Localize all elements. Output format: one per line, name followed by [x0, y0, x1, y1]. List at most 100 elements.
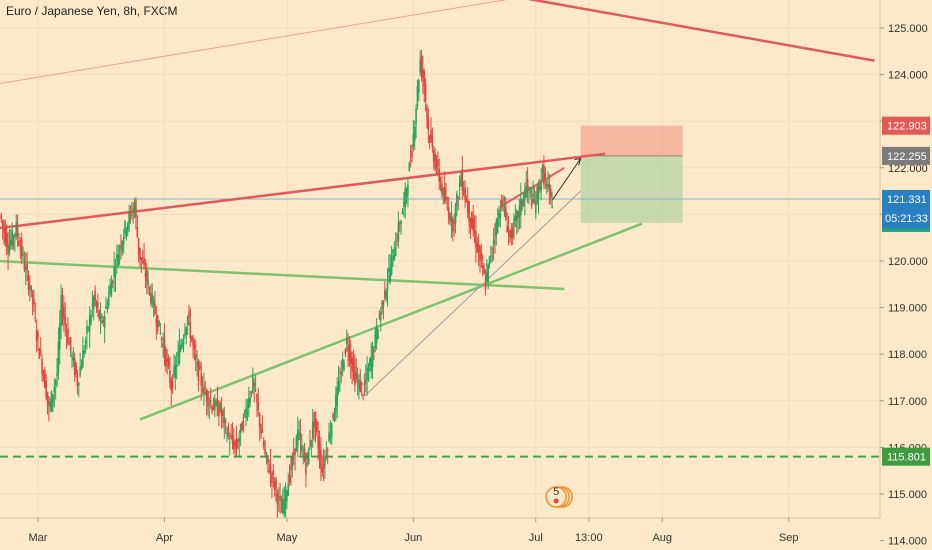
chart-title: Euro / Japanese Yen, 8h, FXCM: [6, 4, 178, 18]
candle-body: [528, 188, 530, 190]
candle-body: [525, 185, 528, 198]
candle-body: [269, 464, 272, 473]
candle-body: [306, 453, 309, 460]
candle-body: [78, 382, 80, 385]
candle-body: [286, 492, 288, 501]
candle-body: [294, 448, 296, 456]
candle-body: [208, 403, 211, 405]
candle-body: [14, 233, 16, 238]
candle-body: [350, 351, 352, 364]
candle-body: [296, 429, 299, 446]
candle-body: [72, 356, 75, 361]
candle-body: [237, 445, 239, 447]
candle-body: [438, 168, 440, 182]
candle-body: [415, 108, 417, 124]
candle-body: [48, 401, 50, 407]
candle-body: [194, 354, 197, 360]
candle-body: [426, 106, 428, 118]
candle-body: [483, 267, 485, 275]
candle-body: [486, 271, 488, 282]
candle-body: [272, 470, 275, 475]
candle-body: [277, 496, 280, 498]
candle-body: [316, 421, 318, 433]
candle-body: [390, 256, 393, 275]
candle-body: [526, 179, 529, 188]
candle-body: [276, 493, 279, 505]
candle-body: [65, 331, 68, 334]
candle-body: [500, 199, 503, 209]
candle-body: [197, 360, 200, 381]
candle-body: [222, 409, 224, 417]
candle-body: [358, 379, 360, 389]
candle-body: [63, 307, 65, 319]
candle-body: [249, 397, 251, 403]
candle-body: [511, 227, 514, 238]
candle-body: [144, 273, 147, 277]
candle-body: [295, 436, 298, 452]
candle-body: [83, 350, 86, 354]
candle-body: [182, 338, 185, 345]
candle-body: [8, 244, 11, 254]
candle-body: [409, 159, 412, 162]
candle-body: [321, 468, 324, 473]
candle-body: [262, 440, 265, 448]
y-tick-label-10: 115.000: [888, 489, 927, 501]
candle-body: [430, 130, 432, 140]
candle-body: [411, 151, 413, 158]
candle-body: [396, 241, 398, 243]
candle-body: [445, 197, 447, 200]
candle-body: [101, 320, 103, 323]
stop-zone: [580, 155, 683, 223]
candle-body: [279, 496, 281, 501]
candle-body: [401, 212, 404, 215]
candle-body: [7, 246, 9, 255]
candle-body: [264, 448, 266, 455]
candle-body: [67, 328, 69, 344]
candle-body: [228, 442, 231, 444]
take-profit-badge-bg: [882, 116, 930, 135]
candle-body: [257, 402, 260, 411]
candle-body: [379, 312, 382, 322]
candle-body: [42, 373, 45, 377]
candle-body: [167, 358, 170, 367]
candle-body: [50, 391, 53, 411]
candle-body: [471, 212, 473, 229]
candle-body: [177, 351, 179, 357]
candle-body: [408, 162, 411, 172]
candle-body: [84, 340, 87, 344]
candle-body: [5, 233, 8, 248]
candle-body: [71, 354, 73, 357]
event-marker-dot: [553, 498, 559, 504]
candle-body: [60, 294, 62, 326]
candle-body: [537, 184, 540, 200]
candle-body: [260, 427, 262, 434]
candle-body: [114, 272, 117, 276]
candle-body: [37, 332, 39, 338]
candle-body: [488, 256, 491, 264]
candle-body: [56, 372, 58, 377]
candle-body: [250, 391, 253, 394]
candle-body: [253, 382, 256, 387]
candle-body: [498, 210, 500, 220]
candle-body: [68, 342, 71, 345]
event-marker-icon: 5: [553, 486, 559, 498]
candle-body: [73, 358, 76, 375]
candle-body: [117, 254, 120, 266]
candle-body: [150, 292, 152, 303]
candle-body: [107, 294, 110, 306]
candle-body: [484, 283, 487, 290]
candle-body: [126, 223, 129, 231]
candle-body: [305, 461, 307, 475]
candle-body: [166, 358, 168, 362]
candle-body: [443, 187, 446, 202]
candle-body: [452, 219, 454, 232]
candle-body: [432, 150, 435, 162]
candle-body: [384, 290, 386, 298]
candle-body: [544, 172, 547, 179]
candle-body: [335, 394, 337, 413]
candle-body: [147, 280, 149, 286]
candle-body: [10, 239, 12, 246]
candle-body: [99, 314, 102, 319]
candle-body: [76, 376, 79, 387]
